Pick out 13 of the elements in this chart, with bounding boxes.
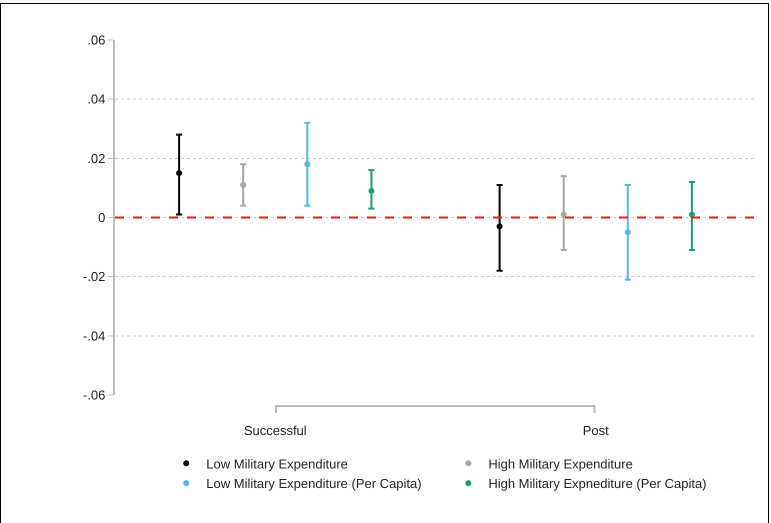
legend-label: High Military Expnediture (Per Capita) bbox=[488, 476, 707, 492]
y-tick-label: -.06 bbox=[82, 388, 106, 403]
y-tick-label: .02 bbox=[87, 150, 106, 166]
y-tick-label: -.02 bbox=[82, 269, 106, 284]
y-tick-label: 0 bbox=[98, 210, 106, 226]
x-tick-label: Successful bbox=[244, 423, 307, 438]
x-tick-label: Post bbox=[582, 423, 610, 438]
legend-label: Low Military Expenditure bbox=[206, 456, 348, 472]
y-tick-label: .06 bbox=[87, 32, 106, 48]
legend-label: High Military Expenditure bbox=[488, 456, 633, 472]
legend-label: Low Military Expenditure (Per Capita) bbox=[206, 476, 422, 492]
y-tick-label: .04 bbox=[87, 92, 106, 107]
y-tick-label: -.04 bbox=[82, 328, 106, 344]
